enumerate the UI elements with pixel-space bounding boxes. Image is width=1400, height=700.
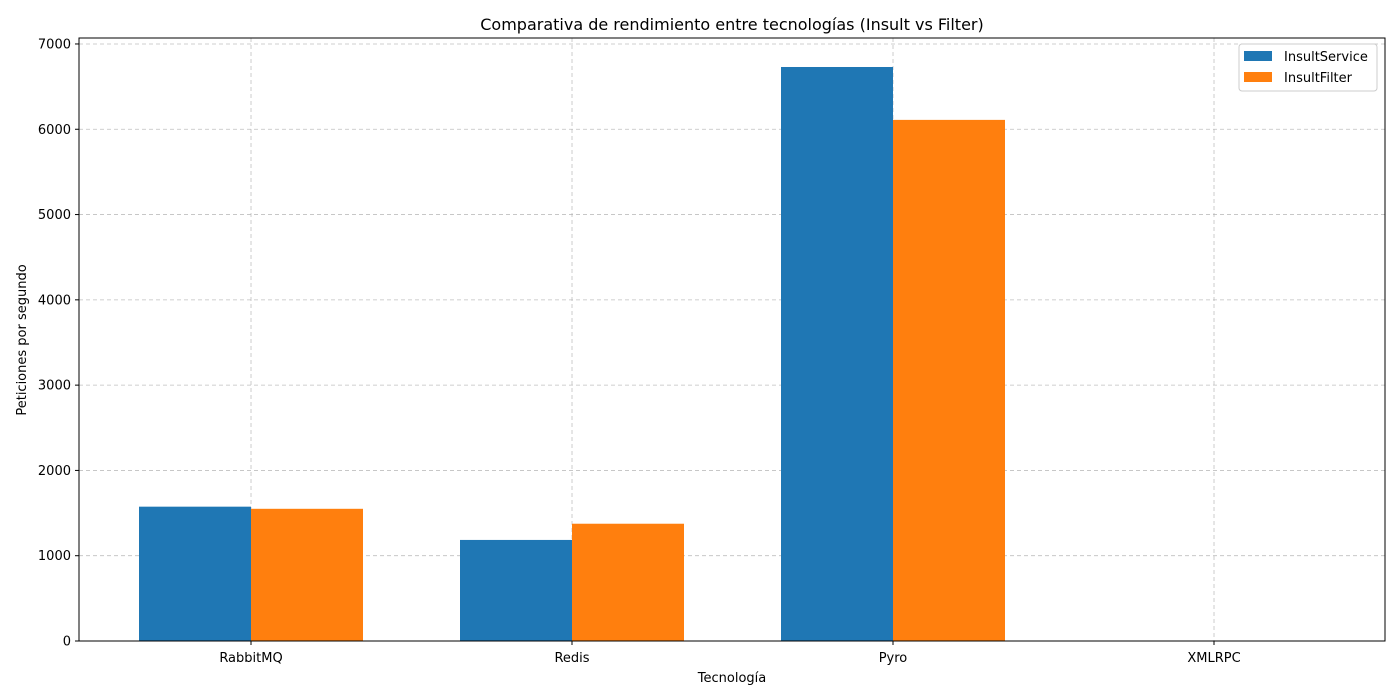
bar-insultfilter-redis xyxy=(572,523,684,641)
bars-layer xyxy=(139,66,1005,641)
legend-swatch-insultservice xyxy=(1244,51,1272,61)
y-tick-label: 7000 xyxy=(38,37,71,52)
y-tick-label: 4000 xyxy=(38,293,71,308)
legend-box xyxy=(1238,43,1378,92)
y-tick-label: 6000 xyxy=(38,123,71,138)
legend-label-insultservice: InsultService xyxy=(1284,50,1368,65)
bar-insultservice-redis xyxy=(460,539,572,641)
y-tick-label: 3000 xyxy=(38,379,71,394)
bar-insultfilter-rabbitmq xyxy=(251,508,363,641)
y-axis-title: Peticiones por segundo xyxy=(15,264,30,415)
legend-swatch-insultfilter xyxy=(1244,72,1272,82)
bar-insultfilter-pyro xyxy=(893,119,1005,641)
ticks-layer: 0 1000 2000 3000 4000 5000 6000 7000 RabbitMQ Red… xyxy=(38,37,1241,666)
y-tick-label: 1000 xyxy=(38,549,71,564)
legend-label-insultfilter: InsultFilter xyxy=(1284,71,1353,86)
x-tick-label-pyro: Pyro xyxy=(879,651,908,666)
plot-frame xyxy=(78,37,1386,642)
bar-insultservice-rabbitmq xyxy=(139,506,251,641)
y-tick-label: 5000 xyxy=(38,208,71,223)
bar-insultservice-pyro xyxy=(781,66,893,641)
y-tick-label: 2000 xyxy=(38,464,71,479)
chart-title: Comparativa de rendimiento entre tecnolo… xyxy=(480,15,984,34)
x-tick-label-rabbitmq: RabbitMQ xyxy=(219,651,282,666)
x-tick-label-redis: Redis xyxy=(554,651,589,666)
x-tick-label-xmlrpc: XMLRPC xyxy=(1187,651,1240,666)
legend: InsultService InsultFilter xyxy=(1238,43,1378,92)
x-axis-title: Tecnología xyxy=(697,671,766,686)
y-tick-label: 0 xyxy=(63,635,71,650)
